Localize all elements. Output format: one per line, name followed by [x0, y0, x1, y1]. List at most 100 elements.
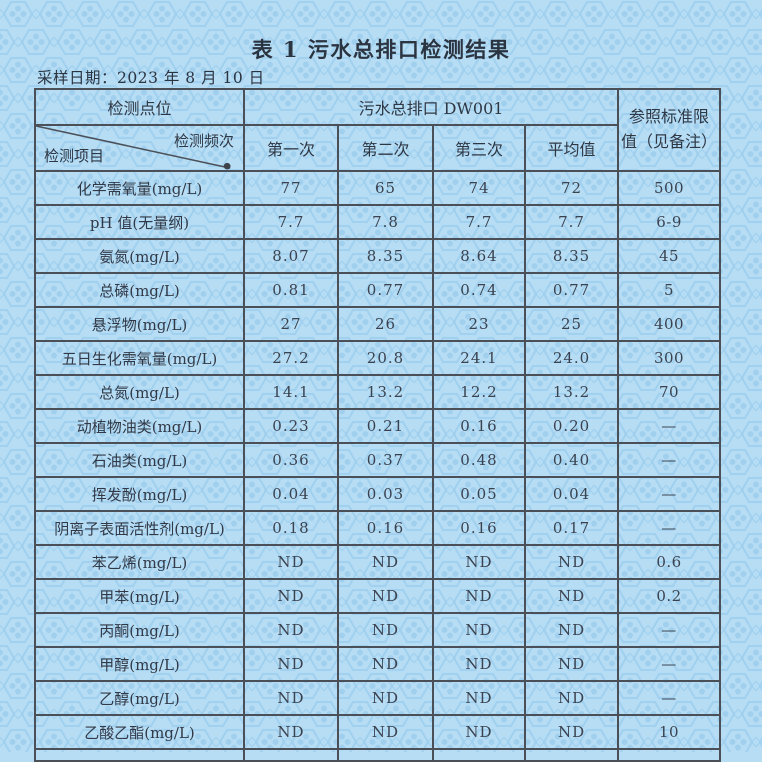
- average-header: 平均值: [523, 124, 620, 172]
- table-row: 乙醇(mg/L) ND ND ND ND —: [34, 680, 722, 716]
- value-cell: ND: [432, 646, 526, 682]
- value-cell: ND: [523, 646, 620, 682]
- parameter-name-cell: 甲苯(mg/L): [34, 578, 245, 614]
- page-title: 表 1 污水总排口检测结果: [251, 37, 511, 62]
- limit-cell: 0.2: [617, 578, 722, 614]
- value-cell: ND: [432, 544, 526, 580]
- limit-header-line2: 值（见备注）: [621, 132, 718, 151]
- value-cell: 12.2: [432, 374, 526, 410]
- table-row: 总磷(mg/L) 0.81 0.77 0.74 0.77 5: [34, 272, 722, 308]
- parameter-name-cell: pH 值(无量纲): [34, 204, 245, 240]
- limit-cell: 300: [617, 340, 722, 376]
- diagonal-line: [37, 127, 231, 169]
- limit-cell: 0.6: [617, 544, 722, 580]
- value-cell: 24.0: [523, 340, 620, 376]
- limit-cell: —: [617, 442, 722, 478]
- parameter-name-cell: 动植物油类(mg/L): [34, 408, 245, 444]
- parameter-name-cell: 挥发酚(mg/L): [34, 476, 245, 512]
- parameter-name-cell: 石油类(mg/L): [34, 442, 245, 478]
- clipped-next-row: [34, 748, 722, 762]
- value-cell: 13.2: [523, 374, 620, 410]
- parameter-name-cell: 丙酮(mg/L): [34, 612, 245, 648]
- value-cell: ND: [432, 714, 526, 750]
- value-cell: ND: [337, 680, 434, 716]
- value-cell: 0.37: [337, 442, 434, 478]
- diagonal-header-cell: 检测频次 检测项目: [34, 124, 245, 172]
- table-row: 苯乙烯(mg/L) ND ND ND ND 0.6: [34, 544, 722, 580]
- limit-cell: 10: [617, 714, 722, 750]
- value-cell: ND: [337, 578, 434, 614]
- value-cell: 74: [432, 170, 526, 206]
- value-cell: ND: [523, 544, 620, 580]
- parameter-name-cell: 阴离子表面活性剂(mg/L): [34, 510, 245, 546]
- value-cell: ND: [432, 612, 526, 648]
- limit-cell: —: [617, 612, 722, 648]
- run1-header: 第一次: [243, 124, 339, 172]
- value-cell: ND: [432, 578, 526, 614]
- value-cell: 14.1: [243, 374, 339, 410]
- limit-cell: 400: [617, 306, 722, 342]
- value-cell: 0.20: [523, 408, 620, 444]
- value-cell: 0.23: [243, 408, 339, 444]
- value-cell: 0.16: [337, 510, 434, 546]
- value-cell: 0.17: [523, 510, 620, 546]
- value-cell: 0.03: [337, 476, 434, 512]
- table-row: 石油类(mg/L) 0.36 0.37 0.48 0.40 —: [34, 442, 722, 478]
- value-cell: 8.07: [243, 238, 339, 274]
- limit-cell: —: [617, 646, 722, 682]
- table-row: 丙酮(mg/L) ND ND ND ND —: [34, 612, 722, 648]
- value-cell: 25: [523, 306, 620, 342]
- run3-header: 第三次: [432, 124, 526, 172]
- value-cell: ND: [243, 646, 339, 682]
- value-cell: 0.36: [243, 442, 339, 478]
- value-cell: ND: [337, 544, 434, 580]
- value-cell: ND: [243, 612, 339, 648]
- value-cell: ND: [243, 714, 339, 750]
- value-cell: ND: [432, 680, 526, 716]
- table-row: 乙酸乙酯(mg/L) ND ND ND ND 10: [34, 714, 722, 750]
- value-cell: 0.48: [432, 442, 526, 478]
- value-cell: ND: [523, 714, 620, 750]
- value-cell: 0.77: [337, 272, 434, 308]
- value-cell: 8.35: [337, 238, 434, 274]
- value-cell: 77: [243, 170, 339, 206]
- header-row-top: 检测点位 污水总排口 DW001 参照标准限 值（见备注）: [34, 88, 722, 172]
- value-cell: 7.8: [337, 204, 434, 240]
- parameter-name-cell: 氨氮(mg/L): [34, 238, 245, 274]
- parameter-name-cell: 总氮(mg/L): [34, 374, 245, 410]
- table-row: 动植物油类(mg/L) 0.23 0.21 0.16 0.20 —: [34, 408, 722, 444]
- limit-cell: —: [617, 510, 722, 546]
- run2-header: 第二次: [337, 124, 434, 172]
- value-cell: 0.05: [432, 476, 526, 512]
- limit-cell: —: [617, 476, 722, 512]
- limit-cell: —: [617, 408, 722, 444]
- value-cell: 26: [337, 306, 434, 342]
- value-cell: 27.2: [243, 340, 339, 376]
- value-cell: 0.04: [243, 476, 339, 512]
- limit-cell: 500: [617, 170, 722, 206]
- value-cell: 20.8: [337, 340, 434, 376]
- value-cell: ND: [523, 680, 620, 716]
- limit-cell: 6-9: [617, 204, 722, 240]
- limit-cell: 70: [617, 374, 722, 410]
- monitoring-point-header: 检测点位: [34, 88, 245, 126]
- parameter-name-cell: 苯乙烯(mg/L): [34, 544, 245, 580]
- table-body: 化学需氧量(mg/L) 77 65 74 72 500 pH 值(无量纲) 7.…: [34, 170, 722, 750]
- value-cell: 72: [523, 170, 620, 206]
- value-cell: 7.7: [243, 204, 339, 240]
- value-cell: 13.2: [337, 374, 434, 410]
- value-cell: 0.16: [432, 408, 526, 444]
- outlet-header: 污水总排口 DW001: [242, 88, 620, 126]
- table-row: 阴离子表面活性剂(mg/L) 0.18 0.16 0.16 0.17 —: [34, 510, 722, 546]
- value-cell: ND: [243, 544, 339, 580]
- value-cell: ND: [243, 680, 339, 716]
- table-row: 挥发酚(mg/L) 0.04 0.03 0.05 0.04 —: [34, 476, 722, 512]
- value-cell: 0.04: [523, 476, 620, 512]
- value-cell: ND: [243, 578, 339, 614]
- value-cell: 0.18: [243, 510, 339, 546]
- value-cell: 0.81: [243, 272, 339, 308]
- value-cell: 0.40: [523, 442, 620, 478]
- table-row: 氨氮(mg/L) 8.07 8.35 8.64 8.35 45: [34, 238, 722, 274]
- value-cell: 8.35: [523, 238, 620, 274]
- value-cell: 0.74: [432, 272, 526, 308]
